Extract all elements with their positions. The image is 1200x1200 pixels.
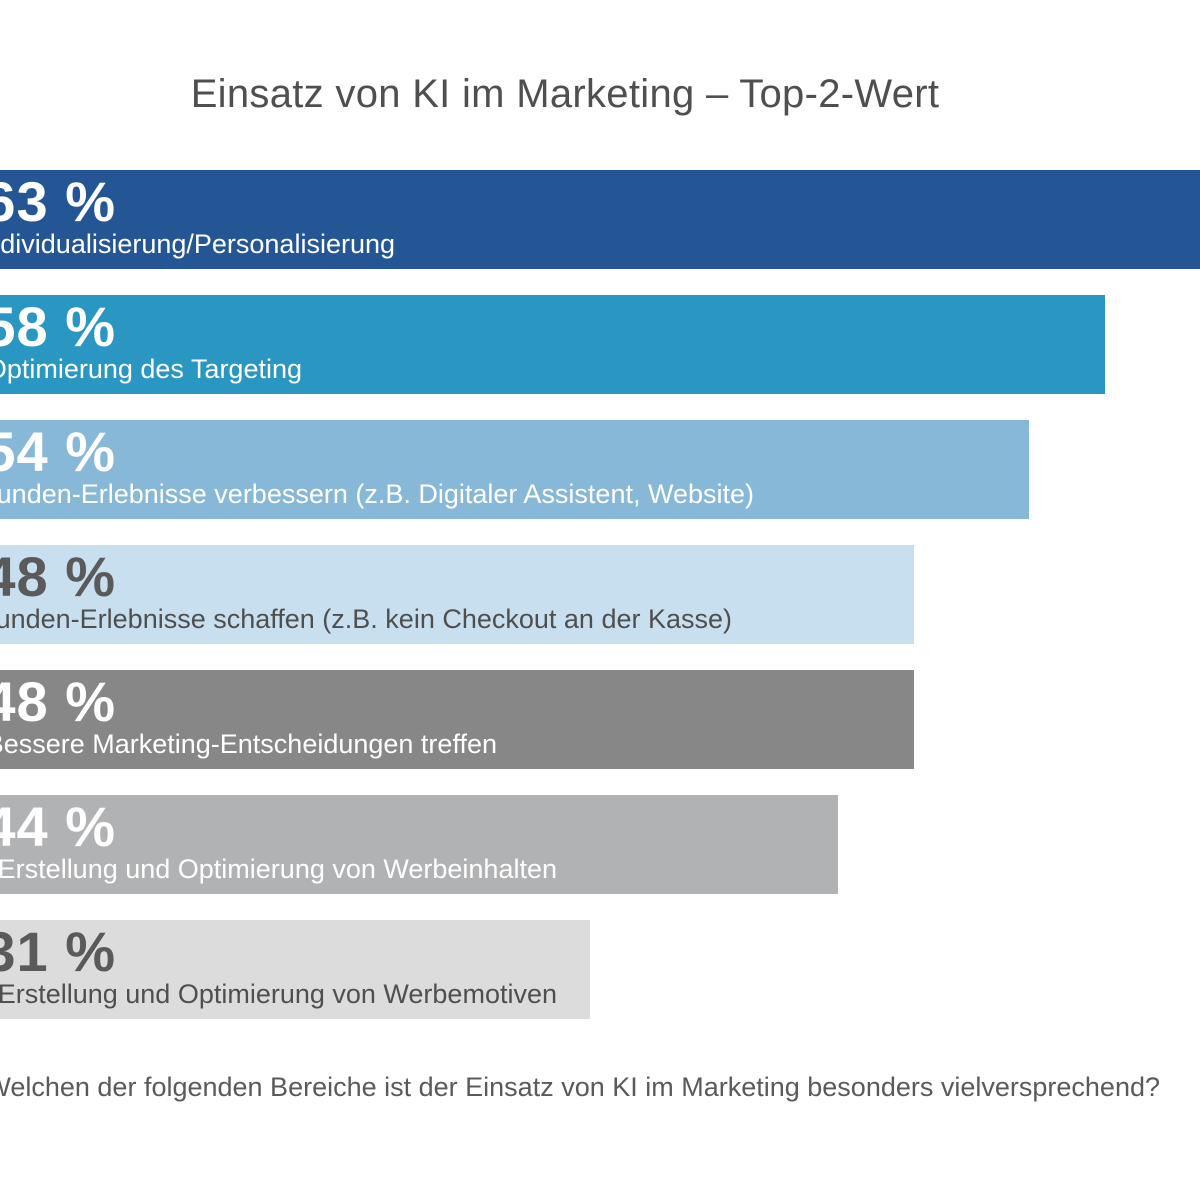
bar-6: 44 %Erstellung und Optimierung von Werbe…: [0, 795, 838, 894]
survey-question: Welchen der folgenden Bereiche ist der E…: [0, 1072, 1160, 1102]
bar-value-label: 48 %: [0, 545, 116, 608]
bar-category-label: Erstellung und Optimierung von Werbemoti…: [0, 979, 557, 1009]
bar-7: 31 %Erstellung und Optimierung von Werbe…: [0, 920, 590, 1019]
bar-value-label: 31 %: [0, 920, 116, 983]
bar-category-label: Kunden-Erlebnisse schaffen (z.B. kein Ch…: [0, 604, 732, 634]
bar-5: 48 %Bessere Marketing-Entscheidungen tre…: [0, 670, 914, 769]
bar-value-label: 48 %: [0, 670, 116, 733]
bar-category-label: Optimierung des Targeting: [0, 354, 302, 384]
bar-2: 58 %Optimierung des Targeting: [0, 295, 1105, 394]
bar-4: 48 %Kunden-Erlebnisse schaffen (z.B. kei…: [0, 545, 914, 644]
bar-category-label: Bessere Marketing-Entscheidungen treffen: [0, 729, 497, 759]
bar-category-label: Kunden-Erlebnisse verbessern (z.B. Digit…: [0, 479, 754, 509]
bar-value-label: 44 %: [0, 795, 116, 858]
bar-value-label: 54 %: [0, 420, 116, 483]
bar-value-label: 58 %: [0, 295, 116, 358]
bar-1: 63 %Individualisierung/Personalisierung: [0, 170, 1200, 269]
bar-3: 54 %Kunden-Erlebnisse verbessern (z.B. D…: [0, 420, 1029, 519]
bar-category-label: Individualisierung/Personalisierung: [0, 229, 395, 259]
bar-value-label: 63 %: [0, 170, 116, 233]
bar-category-label: Erstellung und Optimierung von Werbeinha…: [0, 854, 557, 884]
chart-title: Einsatz von KI im Marketing – Top-2-Wert: [190, 72, 940, 116]
